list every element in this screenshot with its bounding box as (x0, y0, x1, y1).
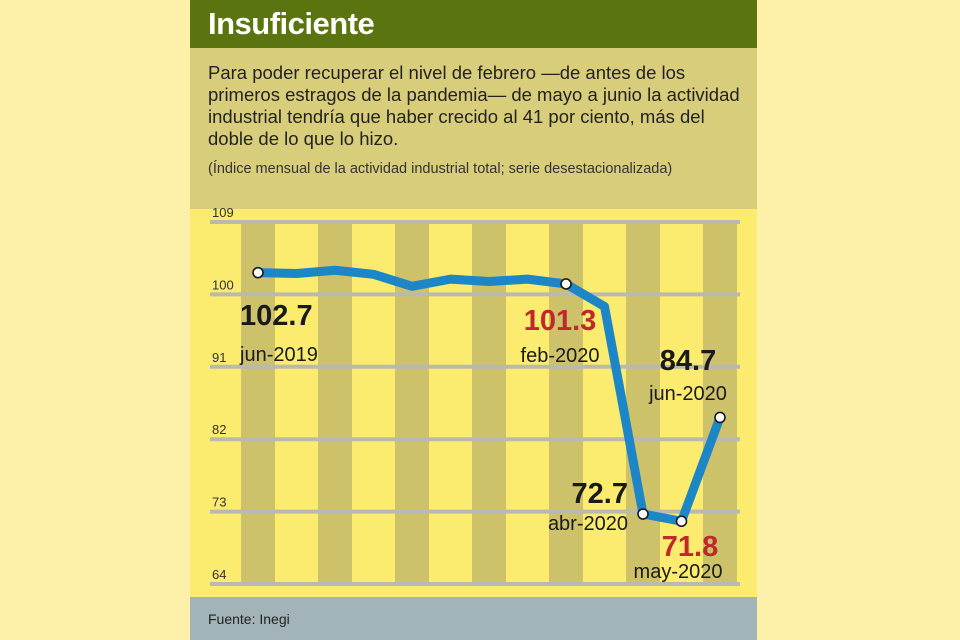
y-tick-label: 82 (212, 422, 226, 437)
title-bar: Insuficiente (190, 0, 757, 48)
data-date-label: abr-2020 (548, 513, 628, 535)
data-value-label: 72.7 (572, 478, 628, 510)
data-point-marker (675, 515, 688, 528)
month-stripe (241, 222, 275, 584)
y-tick-label: 100 (212, 277, 234, 292)
y-tick-label: 64 (212, 567, 226, 582)
month-stripe (626, 222, 660, 584)
infographic-card: Insuficiente Para poder recuperar el niv… (190, 0, 757, 640)
month-stripe (703, 222, 737, 584)
data-date-label: may-2020 (634, 561, 723, 583)
month-stripe (395, 222, 429, 584)
chart-subtitle: Para poder recuperar el nivel de febrero… (208, 62, 740, 149)
chart-note: (Índice mensual de la actividad industri… (208, 161, 673, 177)
data-point-marker (560, 278, 572, 290)
data-date-label: jun-2020 (648, 383, 727, 405)
source-label: Fuente: Inegi (208, 611, 290, 627)
y-tick-label: 91 (212, 350, 226, 365)
data-date-label: jun-2019 (239, 344, 318, 366)
y-tick-label: 73 (212, 495, 226, 510)
data-value-label: 71.8 (662, 531, 718, 563)
chart-title: Insuficiente (208, 6, 375, 41)
footer: Fuente: Inegi (190, 597, 757, 640)
data-value-label: 84.7 (660, 345, 716, 377)
data-point-marker (252, 266, 264, 279)
data-date-label: feb-2020 (521, 345, 600, 367)
line-chart: 64 73 82 91 100 109 102.7 jun-2019 101.3 feb-2020… (210, 205, 740, 586)
data-value-label: 101.3 (524, 305, 597, 337)
data-value-label: 102.7 (240, 300, 313, 332)
y-tick-label: 109 (212, 205, 234, 220)
month-stripe (318, 222, 352, 584)
data-point-marker (714, 411, 726, 424)
data-point-marker (637, 508, 649, 520)
description-box: Para poder recuperar el nivel de febrero… (190, 48, 757, 209)
